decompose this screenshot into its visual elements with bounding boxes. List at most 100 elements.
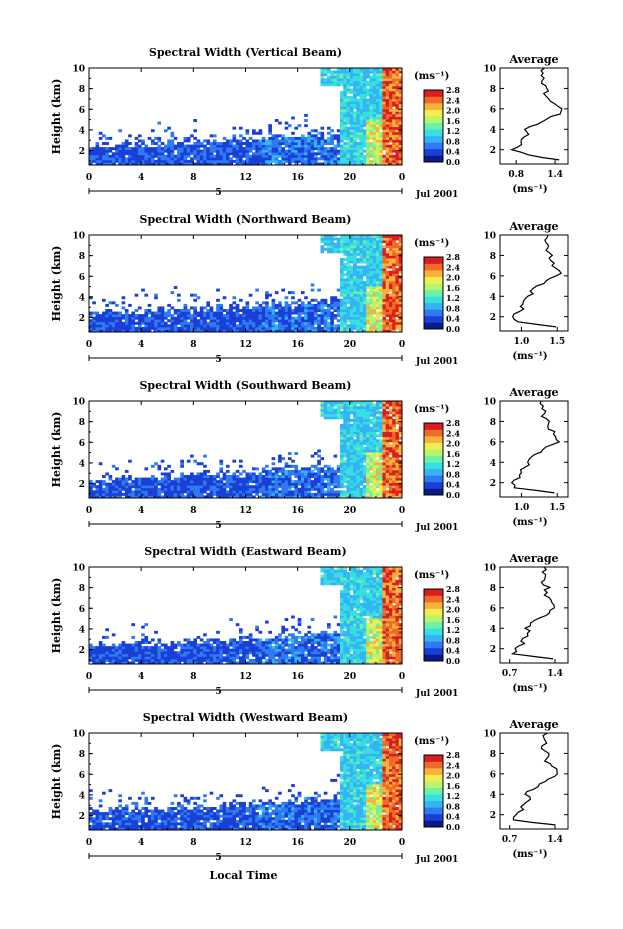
- heatmap-cell: [209, 487, 214, 491]
- heatmap-cell: [278, 142, 282, 145]
- heatmap-cell: [219, 306, 224, 310]
- heatmap-cell: [366, 495, 370, 499]
- heatmap-cell: [300, 324, 305, 328]
- heatmap-cell: [252, 329, 256, 333]
- heatmap-cell: [137, 316, 142, 320]
- heatmap-cell: [366, 75, 370, 79]
- heatmap-cell: [398, 469, 403, 473]
- heatmap-cell: [307, 477, 312, 481]
- heatmap-cell: [366, 255, 370, 259]
- heatmap-cell: [255, 157, 259, 161]
- heatmap-cell: [95, 656, 100, 660]
- heatmap-cell: [395, 116, 400, 120]
- heatmap-cell: [121, 492, 126, 496]
- heatmap-cell: [115, 658, 119, 662]
- heatmap-cell: [340, 306, 344, 310]
- heatmap-cell: [248, 293, 253, 297]
- heatmap-cell: [343, 75, 347, 79]
- heatmap-cell: [398, 106, 403, 110]
- heatmap-cell: [392, 306, 396, 310]
- heatmap-cell: [398, 490, 403, 494]
- heatmap-cell: [356, 237, 361, 241]
- heatmap-cell: [372, 408, 377, 412]
- heatmap-cell: [333, 78, 338, 82]
- heatmap-cell: [225, 149, 230, 153]
- heatmap-cell: [379, 280, 383, 284]
- heatmap-cell: [255, 477, 259, 481]
- heatmap-cell: [385, 423, 390, 427]
- heatmap-cell: [89, 296, 93, 300]
- heatmap-cell: [353, 106, 357, 110]
- heatmap-cell: [98, 492, 103, 496]
- heatmap-cell: [359, 487, 364, 491]
- colorbar-swatch: [424, 257, 443, 264]
- heatmap-cell: [229, 477, 233, 481]
- heatmap-cell: [333, 250, 338, 254]
- heatmap-cell: [343, 108, 347, 112]
- heatmap-cell: [382, 73, 387, 77]
- heatmap-cell: [349, 113, 354, 117]
- heatmap-cell: [353, 418, 357, 422]
- heatmap-cell: [320, 136, 325, 140]
- heatmap-cell: [255, 324, 259, 328]
- heatmap-cell: [212, 159, 217, 163]
- heatmap-cell: [180, 157, 184, 161]
- heatmap-cell: [375, 124, 380, 128]
- heatmap-cell: [238, 126, 243, 130]
- heatmap-cell: [157, 487, 162, 491]
- heatmap-cell: [353, 268, 357, 272]
- heatmap-cell: [317, 149, 321, 153]
- heatmap-cell: [366, 98, 370, 102]
- heatmap-cell: [144, 467, 149, 471]
- heatmap-cell: [366, 101, 370, 105]
- heatmap-cell: [209, 482, 214, 486]
- heatmap-cell: [385, 291, 390, 295]
- heatmap-cell: [375, 492, 380, 496]
- heatmap-cell: [369, 321, 374, 325]
- heatmap-cell: [362, 311, 367, 315]
- heatmap-cell: [366, 149, 370, 153]
- heatmap-cell: [340, 278, 344, 282]
- heatmap-cell: [385, 472, 390, 476]
- heatmap-cell: [388, 452, 393, 455]
- heatmap-cell: [343, 78, 347, 82]
- heatmap-cell: [353, 235, 357, 238]
- heatmap-cell: [375, 242, 380, 246]
- heatmap-cell: [359, 477, 364, 481]
- heatmap-cell: [235, 142, 240, 145]
- heatmap-cell: [388, 147, 393, 151]
- heatmap-cell: [232, 324, 237, 328]
- heatmap-cell: [369, 270, 374, 274]
- heatmap-cell: [307, 154, 312, 158]
- heatmap-cell: [281, 162, 286, 166]
- heatmap-cell: [278, 154, 282, 158]
- heatmap-cell: [333, 147, 338, 151]
- heatmap-cell: [395, 268, 400, 272]
- heatmap-cell: [95, 324, 100, 328]
- heatmap-cell: [343, 296, 347, 300]
- heatmap-cell: [356, 93, 361, 97]
- heatmap-cell: [382, 257, 387, 261]
- heatmap-cell: [346, 265, 351, 269]
- heatmap-cell: [229, 157, 233, 161]
- heatmap-cell: [105, 329, 109, 333]
- colorbar-unit-label: (ms⁻¹): [414, 404, 449, 415]
- heatmap-cell: [369, 108, 374, 112]
- heatmap-cell: [216, 482, 220, 486]
- heatmap-cell: [203, 321, 207, 325]
- heatmap-cell: [199, 485, 204, 489]
- heatmap-cell: [196, 462, 201, 466]
- heatmap-cell: [372, 152, 377, 156]
- heatmap-cell: [349, 490, 354, 494]
- heatmap-cell: [284, 154, 289, 158]
- heatmap-cell: [323, 475, 328, 478]
- heatmap-cell: [369, 134, 374, 138]
- heatmap-cell: [307, 142, 312, 145]
- heatmap-cell: [336, 139, 341, 143]
- heatmap-cell: [366, 252, 370, 256]
- heatmap-cell: [382, 250, 387, 254]
- heatmap-cell: [353, 96, 357, 100]
- heatmap-cell: [359, 144, 364, 148]
- heatmap-cell: [392, 252, 396, 256]
- heatmap-cell: [392, 275, 396, 279]
